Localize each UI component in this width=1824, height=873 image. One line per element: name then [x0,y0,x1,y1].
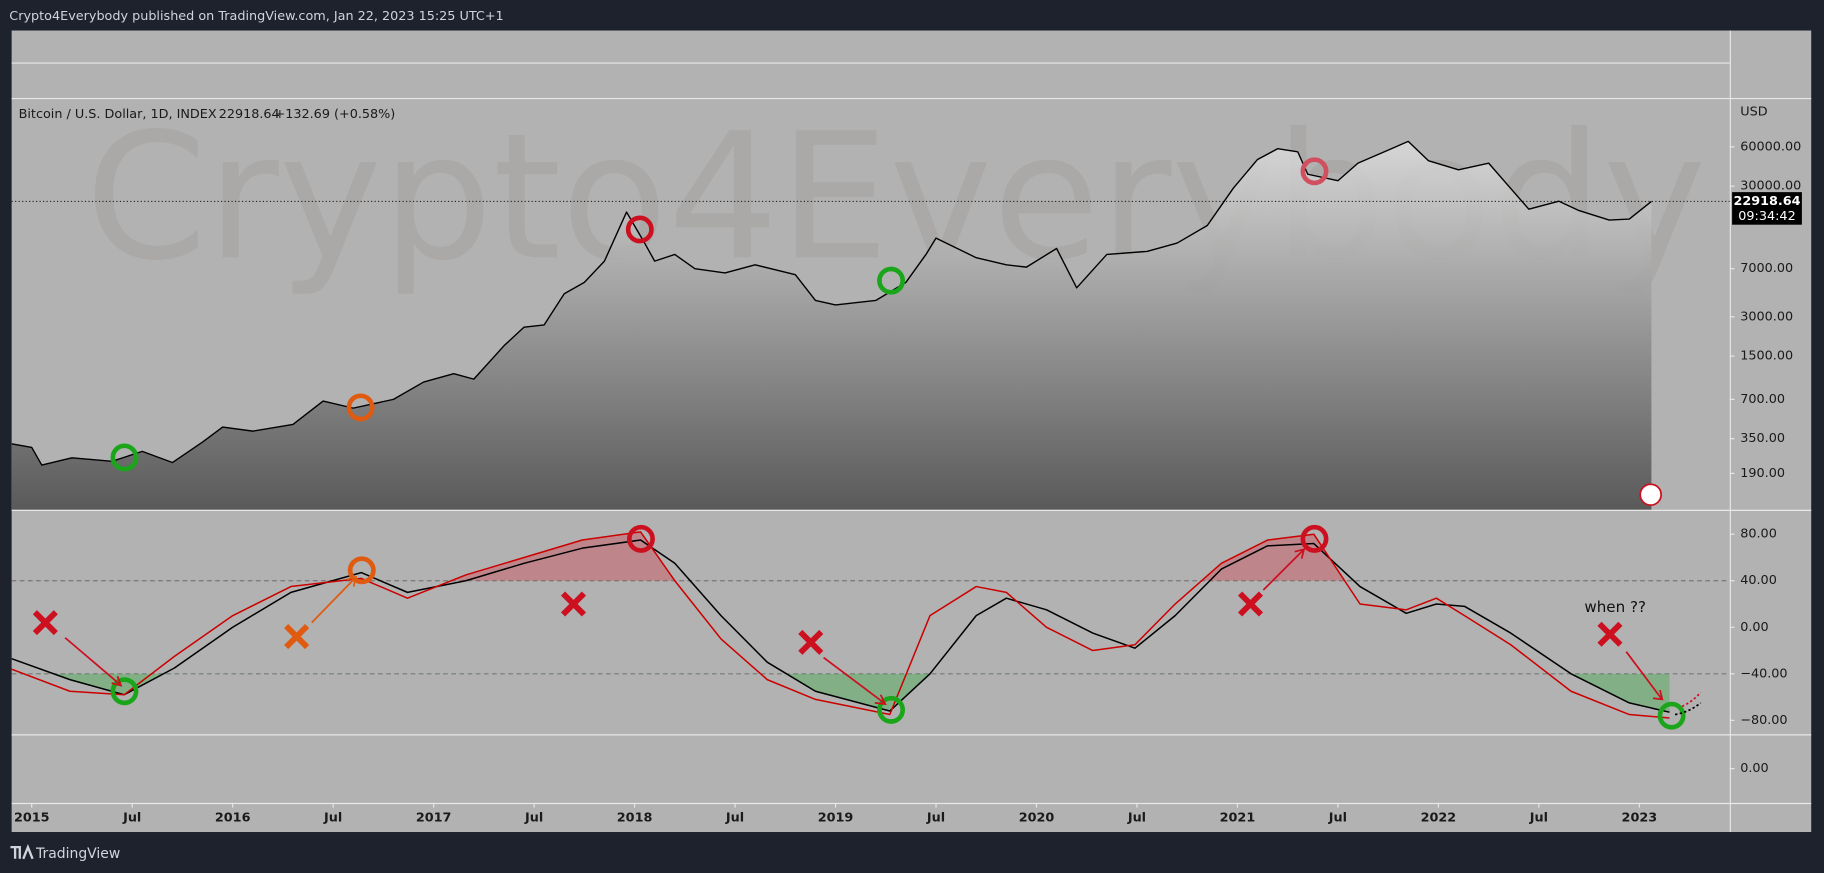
x-tick-label: 2016 [215,811,251,826]
x-tick-label: Jul [323,811,342,826]
x-tick-label: Jul [1529,811,1548,826]
x-tick-label: 2020 [1019,811,1055,826]
projection [1681,691,1702,708]
currency: USD [1740,104,1767,119]
arrow [1262,548,1306,591]
x-tick-label: 2023 [1622,811,1658,826]
circle-marker [110,443,139,472]
x-tick-label: 2015 [14,811,50,826]
arrow [1625,651,1664,701]
legend: Bitcoin / U.S. Dollar, 1D, INDEX 22918.6… [19,104,1768,121]
y-tick-label: −80.00 [1740,713,1787,728]
circle-marker [625,215,654,244]
series-line [11,539,1670,713]
annotations: when ?? [32,157,1702,730]
y-tick-label: 30000.00 [1740,179,1801,194]
x-tick-label: Jul [1328,811,1347,826]
y-tick-label: 0.00 [1740,761,1768,776]
x-marker [1597,621,1623,647]
arrow [823,656,887,706]
circle-marker [347,556,376,585]
circle-marker [877,695,906,724]
price-label: 22918.64 [1733,194,1800,209]
axis-layer: 190.00 350.00 700.00 1500.00 3000.00 7000.00 3… [14,139,1802,826]
y-tick-label: 190.00 [1740,466,1785,481]
arrow [64,637,123,687]
flag-icon [1639,483,1663,507]
price-layer [11,140,1730,510]
oscillator-layer [11,531,1730,719]
circle-marker [1657,701,1686,730]
circle-marker [346,393,375,422]
symbol-title: Bitcoin / U.S. Dollar, 1D, INDEX [19,107,217,122]
price-area [11,141,1652,510]
x-tick-label: 2018 [617,811,653,826]
circle-marker [1300,524,1329,553]
series-line [11,531,1670,719]
publish-header: Crypto4Everybody published on TradingVie… [9,9,503,24]
price-change: +132.69 (+0.58%) [275,107,396,122]
price-label-box [1732,192,1802,225]
x-tick-label: 2021 [1220,811,1256,826]
x-tick-label: Jul [122,811,141,826]
circle-marker [1300,157,1329,186]
footer-brand: TradingView [35,846,120,862]
logo [10,844,34,860]
arrow [311,576,358,624]
x-tick-label: 2022 [1421,811,1457,826]
y-tick-label: 1500.00 [1740,349,1793,364]
x-marker [1237,591,1264,617]
y-tick-label: 0.00 [1740,620,1768,635]
y-tick-label: 60000.00 [1740,139,1801,154]
series-line [11,140,1652,466]
y-tick-label: −40.00 [1740,666,1787,681]
x-tick-label: Jul [1127,811,1146,826]
x-marker [560,591,587,617]
y-tick-label: 3000.00 [1740,309,1793,324]
y-tick-label: 80.00 [1740,527,1777,542]
x-marker [32,610,58,636]
x-marker [798,629,824,655]
last-price: 22918.64 [219,107,280,122]
x-marker [284,624,310,650]
annotation-text: when ?? [1584,598,1646,616]
projection [1674,702,1702,716]
level-fill [11,531,1670,581]
x-tick-label: Jul [725,811,744,826]
circle-marker [110,677,139,706]
x-tick-label: 2017 [416,811,452,826]
y-tick-label: 700.00 [1740,392,1785,407]
countdown-label: 09:34:42 [1738,209,1795,224]
x-tick-label: Jul [524,811,543,826]
circle-marker [877,266,906,295]
level-fill [11,673,1670,713]
circle-marker [627,524,655,553]
y-tick-label: 7000.00 [1740,261,1793,276]
x-tick-label: Jul [926,811,945,826]
y-tick-label: 40.00 [1740,573,1777,588]
y-tick-label: 350.00 [1740,431,1785,446]
x-tick-label: 2019 [818,811,854,826]
